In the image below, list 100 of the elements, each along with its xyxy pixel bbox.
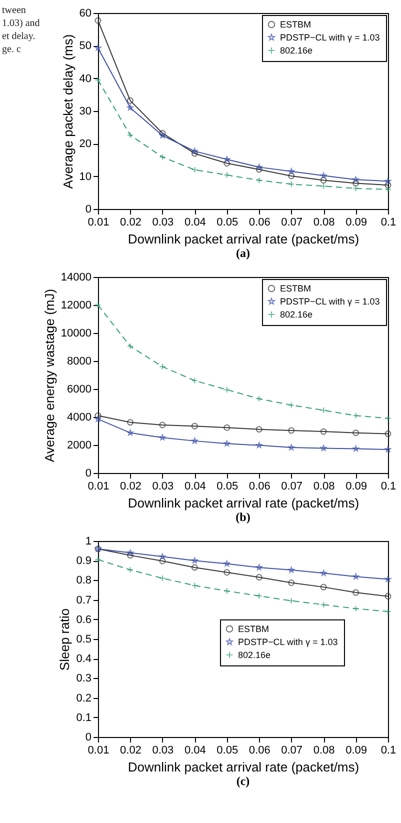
point <box>126 97 134 104</box>
y-tick-label: 0.9 <box>76 555 92 568</box>
y-tick-label: 0.5 <box>76 634 92 646</box>
point <box>256 177 262 184</box>
legend-label: 802.16e <box>280 46 313 56</box>
y-tick-label: 4000 <box>67 412 92 424</box>
y-tick-label: 10000 <box>60 328 92 340</box>
text: (c) <box>236 774 250 788</box>
x-tick-label: 0.09 <box>346 744 367 756</box>
point <box>384 178 392 184</box>
text: (b) <box>236 510 250 524</box>
x-tick-label: 0.09 <box>346 480 367 492</box>
x-tick-label: 0.02 <box>120 480 142 492</box>
x-tick-label: 0.05 <box>216 216 238 228</box>
point <box>159 132 166 138</box>
y-tick-label: 60 <box>79 8 92 20</box>
point <box>126 419 134 426</box>
x-tick-label: 0.08 <box>313 216 335 228</box>
point <box>191 377 198 384</box>
y-tick-label: 8000 <box>67 356 92 368</box>
point <box>126 343 134 350</box>
x-tick-label: 0.1 <box>380 216 396 228</box>
x-tick-label: 0.05 <box>216 480 238 492</box>
y-axis-title: Sleep ratio <box>57 608 72 671</box>
x-tick-label: 0.04 <box>184 480 206 492</box>
y-tick-label: 20 <box>79 138 92 150</box>
point <box>224 160 230 166</box>
x-tick-label: 0.06 <box>248 216 270 228</box>
point <box>159 575 166 582</box>
legend-label: 802.16e <box>238 650 271 660</box>
point <box>224 424 230 431</box>
x-axis-title: Downlink packet arrival rate (packet/ms) <box>128 760 360 774</box>
point <box>352 430 360 436</box>
x-axis-title: Downlink packet arrival rate (packet/ms) <box>128 232 360 246</box>
x-tick-label: 0.04 <box>184 216 206 228</box>
y-tick-label: 1 <box>85 536 92 548</box>
x-tick-label: 0.03 <box>152 744 174 756</box>
point <box>191 564 198 571</box>
point <box>320 601 327 608</box>
point <box>159 558 166 564</box>
y-tick-label: 0.7 <box>76 594 92 606</box>
text: ge. c <box>2 43 22 56</box>
point <box>288 598 295 604</box>
point <box>384 446 392 452</box>
y-tick-label: 12000 <box>60 300 92 312</box>
y-tick-label: 14000 <box>60 272 92 284</box>
x-tick-label: 0.1 <box>380 480 396 492</box>
legend-label: 802.16e <box>280 310 313 320</box>
x-tick-label: 0.08 <box>313 744 335 756</box>
y-tick-label: 0.8 <box>76 574 92 587</box>
point <box>159 434 166 440</box>
point <box>256 574 262 580</box>
point <box>159 422 166 428</box>
legend-label: ESTBM <box>280 20 312 30</box>
y-axis-title: Average packet delay (ms) <box>60 34 76 189</box>
point <box>352 412 360 419</box>
y-tick-label: 0 <box>85 468 92 480</box>
text: tween <box>2 4 27 17</box>
x-tick-label: 0.07 <box>281 744 303 756</box>
point <box>288 427 295 434</box>
point <box>94 416 102 422</box>
point <box>94 44 102 51</box>
y-tick-label: 0.3 <box>76 672 92 685</box>
y-tick-label: 0.6 <box>76 614 92 626</box>
point <box>288 180 295 188</box>
legend-label: PDSTP−CL with γ = 1.03 <box>280 32 380 42</box>
y-tick-label: 40 <box>79 72 92 85</box>
x-tick-label: 0.05 <box>216 744 238 756</box>
point <box>224 386 230 393</box>
point <box>320 177 327 184</box>
point <box>320 570 327 576</box>
y-tick-label: 0.2 <box>76 692 92 704</box>
point <box>159 553 166 560</box>
text: et delay. <box>2 30 36 43</box>
point <box>126 566 134 574</box>
legend-label: ESTBM <box>238 624 270 634</box>
point <box>320 428 327 435</box>
x-tick-label: 0.09 <box>346 216 367 228</box>
point <box>126 132 134 138</box>
x-tick-label: 0.04 <box>184 744 206 756</box>
point <box>126 552 134 559</box>
x-tick-label: 0.01 <box>88 216 110 228</box>
point <box>191 422 198 430</box>
point <box>352 605 360 612</box>
point <box>320 172 327 178</box>
point <box>159 363 166 370</box>
point <box>224 588 230 594</box>
point <box>288 580 295 586</box>
x-tick-label: 0.01 <box>88 480 110 492</box>
point <box>256 166 262 173</box>
point <box>288 402 295 408</box>
y-tick-label: 6000 <box>67 384 92 396</box>
x-tick-label: 0.03 <box>152 216 174 228</box>
point <box>352 185 360 192</box>
x-tick-label: 0.01 <box>88 744 110 756</box>
x-tick-label: 0.07 <box>281 480 303 492</box>
point <box>352 589 360 596</box>
point <box>320 444 327 451</box>
point <box>256 396 262 402</box>
point <box>288 172 295 180</box>
